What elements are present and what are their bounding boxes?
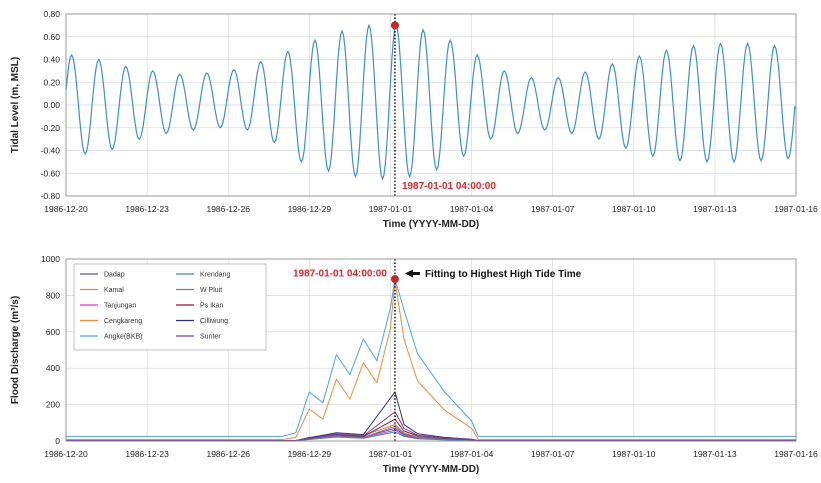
- tidal-y-axis-label: Tidal Level (m, MSL): [10, 57, 21, 154]
- discharge-x-ticks: 1986-12-20 1986-12-23 1986-12-26 1986-12-29…: [44, 449, 818, 459]
- x-tick-label: 1986-12-20: [44, 449, 88, 459]
- tidal-y-ticks: -0.80 -0.60 -0.40 -0.20 0.00 0.20 0.40 0.60 0.80: [41, 9, 61, 201]
- discharge-y-ticks: 0 200 400 600 800 1000: [41, 254, 60, 446]
- y-tick-label: 400: [46, 363, 60, 373]
- peak-marker: [390, 275, 399, 284]
- peak-marker: [390, 21, 399, 30]
- x-tick-label: 1987-01-04: [450, 449, 494, 459]
- legend-label: Angke(BKB): [104, 334, 143, 341]
- x-tick-label: 1986-12-29: [288, 449, 332, 459]
- tidal-overlay: 1987-01-01 04:00:00: [390, 14, 496, 196]
- legend-label: W Pluit: [200, 287, 222, 294]
- arrow-icon: [404, 269, 420, 278]
- legend-label: Cilliwung: [200, 318, 228, 325]
- y-tick-label: -0.20: [41, 123, 61, 133]
- tidal-series-layer: [65, 23, 796, 181]
- discharge-legend: Dadap Kamal Tanjungan Cengkareng Angke(BKB) K…: [73, 263, 267, 351]
- y-tick-label: 0.80: [43, 9, 60, 19]
- legend-label: Ps Ikan: [200, 303, 223, 310]
- y-tick-label: 0.60: [43, 32, 60, 42]
- y-tick-label: 0.20: [43, 77, 60, 87]
- y-tick-label: -0.80: [41, 191, 61, 201]
- discharge-plot-frame: [65, 258, 797, 442]
- legend-label: Tanjungan: [104, 303, 136, 310]
- x-tick-label: 1987-01-10: [612, 449, 656, 459]
- x-tick-label: 1987-01-01: [369, 449, 413, 459]
- x-tick-label: 1987-01-10: [612, 204, 656, 214]
- x-tick-label: 1986-12-20: [44, 204, 88, 214]
- fitting-annotation: Fitting to Highest High Tide Time: [425, 269, 582, 280]
- y-tick-label: -0.40: [41, 146, 61, 156]
- time-annotation: 1987-01-01 04:00:00: [293, 269, 387, 280]
- tidal-plot-frame: [65, 13, 797, 197]
- tidal-x-axis-label: Time (YYYY-MM-DD): [383, 219, 480, 230]
- tidal-level-chart: 1987-01-01 04:00:00 1986-12-20 1986-12-23…: [10, 9, 818, 230]
- tidal-level-line: [65, 23, 796, 181]
- y-tick-label: 800: [46, 290, 60, 300]
- series-line-w-pluit: [66, 425, 796, 442]
- series-line-ps-ikan: [66, 418, 796, 442]
- y-tick-label: -0.60: [41, 168, 61, 178]
- legend-label: Cengkareng: [104, 318, 142, 325]
- x-tick-label: 1987-01-13: [693, 449, 737, 459]
- x-tick-label: 1986-12-26: [206, 204, 250, 214]
- x-tick-label: 1987-01-04: [450, 204, 494, 214]
- discharge-x-axis-label: Time (YYYY-MM-DD): [383, 464, 480, 475]
- x-tick-label: 1987-01-16: [774, 204, 818, 214]
- series-line-cilliwung: [66, 391, 796, 442]
- x-tick-label: 1986-12-29: [288, 204, 332, 214]
- x-tick-label: 1987-01-13: [693, 204, 737, 214]
- legend-box: [73, 263, 267, 351]
- series-line-cengkareng: [66, 280, 796, 440]
- y-tick-label: 0: [55, 436, 60, 446]
- discharge-series-layer: [66, 278, 796, 442]
- series-line-sunter: [66, 411, 796, 442]
- x-tick-label: 1986-12-23: [125, 449, 169, 459]
- x-tick-label: 1987-01-16: [774, 449, 818, 459]
- series-line-angke-bkb-: [66, 278, 796, 437]
- legend-label: Kamal: [104, 287, 124, 294]
- x-tick-label: 1987-01-07: [531, 449, 575, 459]
- x-tick-label: 1986-12-23: [125, 204, 169, 214]
- x-tick-label: 1987-01-01: [369, 204, 413, 214]
- flood-discharge-chart: 1987-01-01 04:00:00 Fitting to Highest Hi…: [10, 254, 818, 475]
- y-tick-label: 1000: [41, 254, 60, 264]
- y-tick-label: 0.40: [43, 55, 60, 65]
- discharge-y-axis-label: Flood Discharge (m³/s): [10, 296, 21, 404]
- y-tick-label: 0.00: [43, 100, 60, 110]
- time-annotation: 1987-01-01 04:00:00: [402, 181, 496, 192]
- y-tick-label: 600: [46, 327, 60, 337]
- legend-label: Dadap: [104, 272, 125, 279]
- x-tick-label: 1986-12-26: [206, 449, 250, 459]
- discharge-overlay: 1987-01-01 04:00:00 Fitting to Highest Hi…: [293, 259, 582, 441]
- legend-label: Krendang: [200, 272, 230, 279]
- y-tick-label: 200: [46, 400, 60, 410]
- tidal-x-ticks: 1986-12-20 1986-12-23 1986-12-26 1986-12-29…: [44, 204, 818, 214]
- x-tick-label: 1987-01-07: [531, 204, 575, 214]
- legend-label: Sunter: [200, 334, 221, 341]
